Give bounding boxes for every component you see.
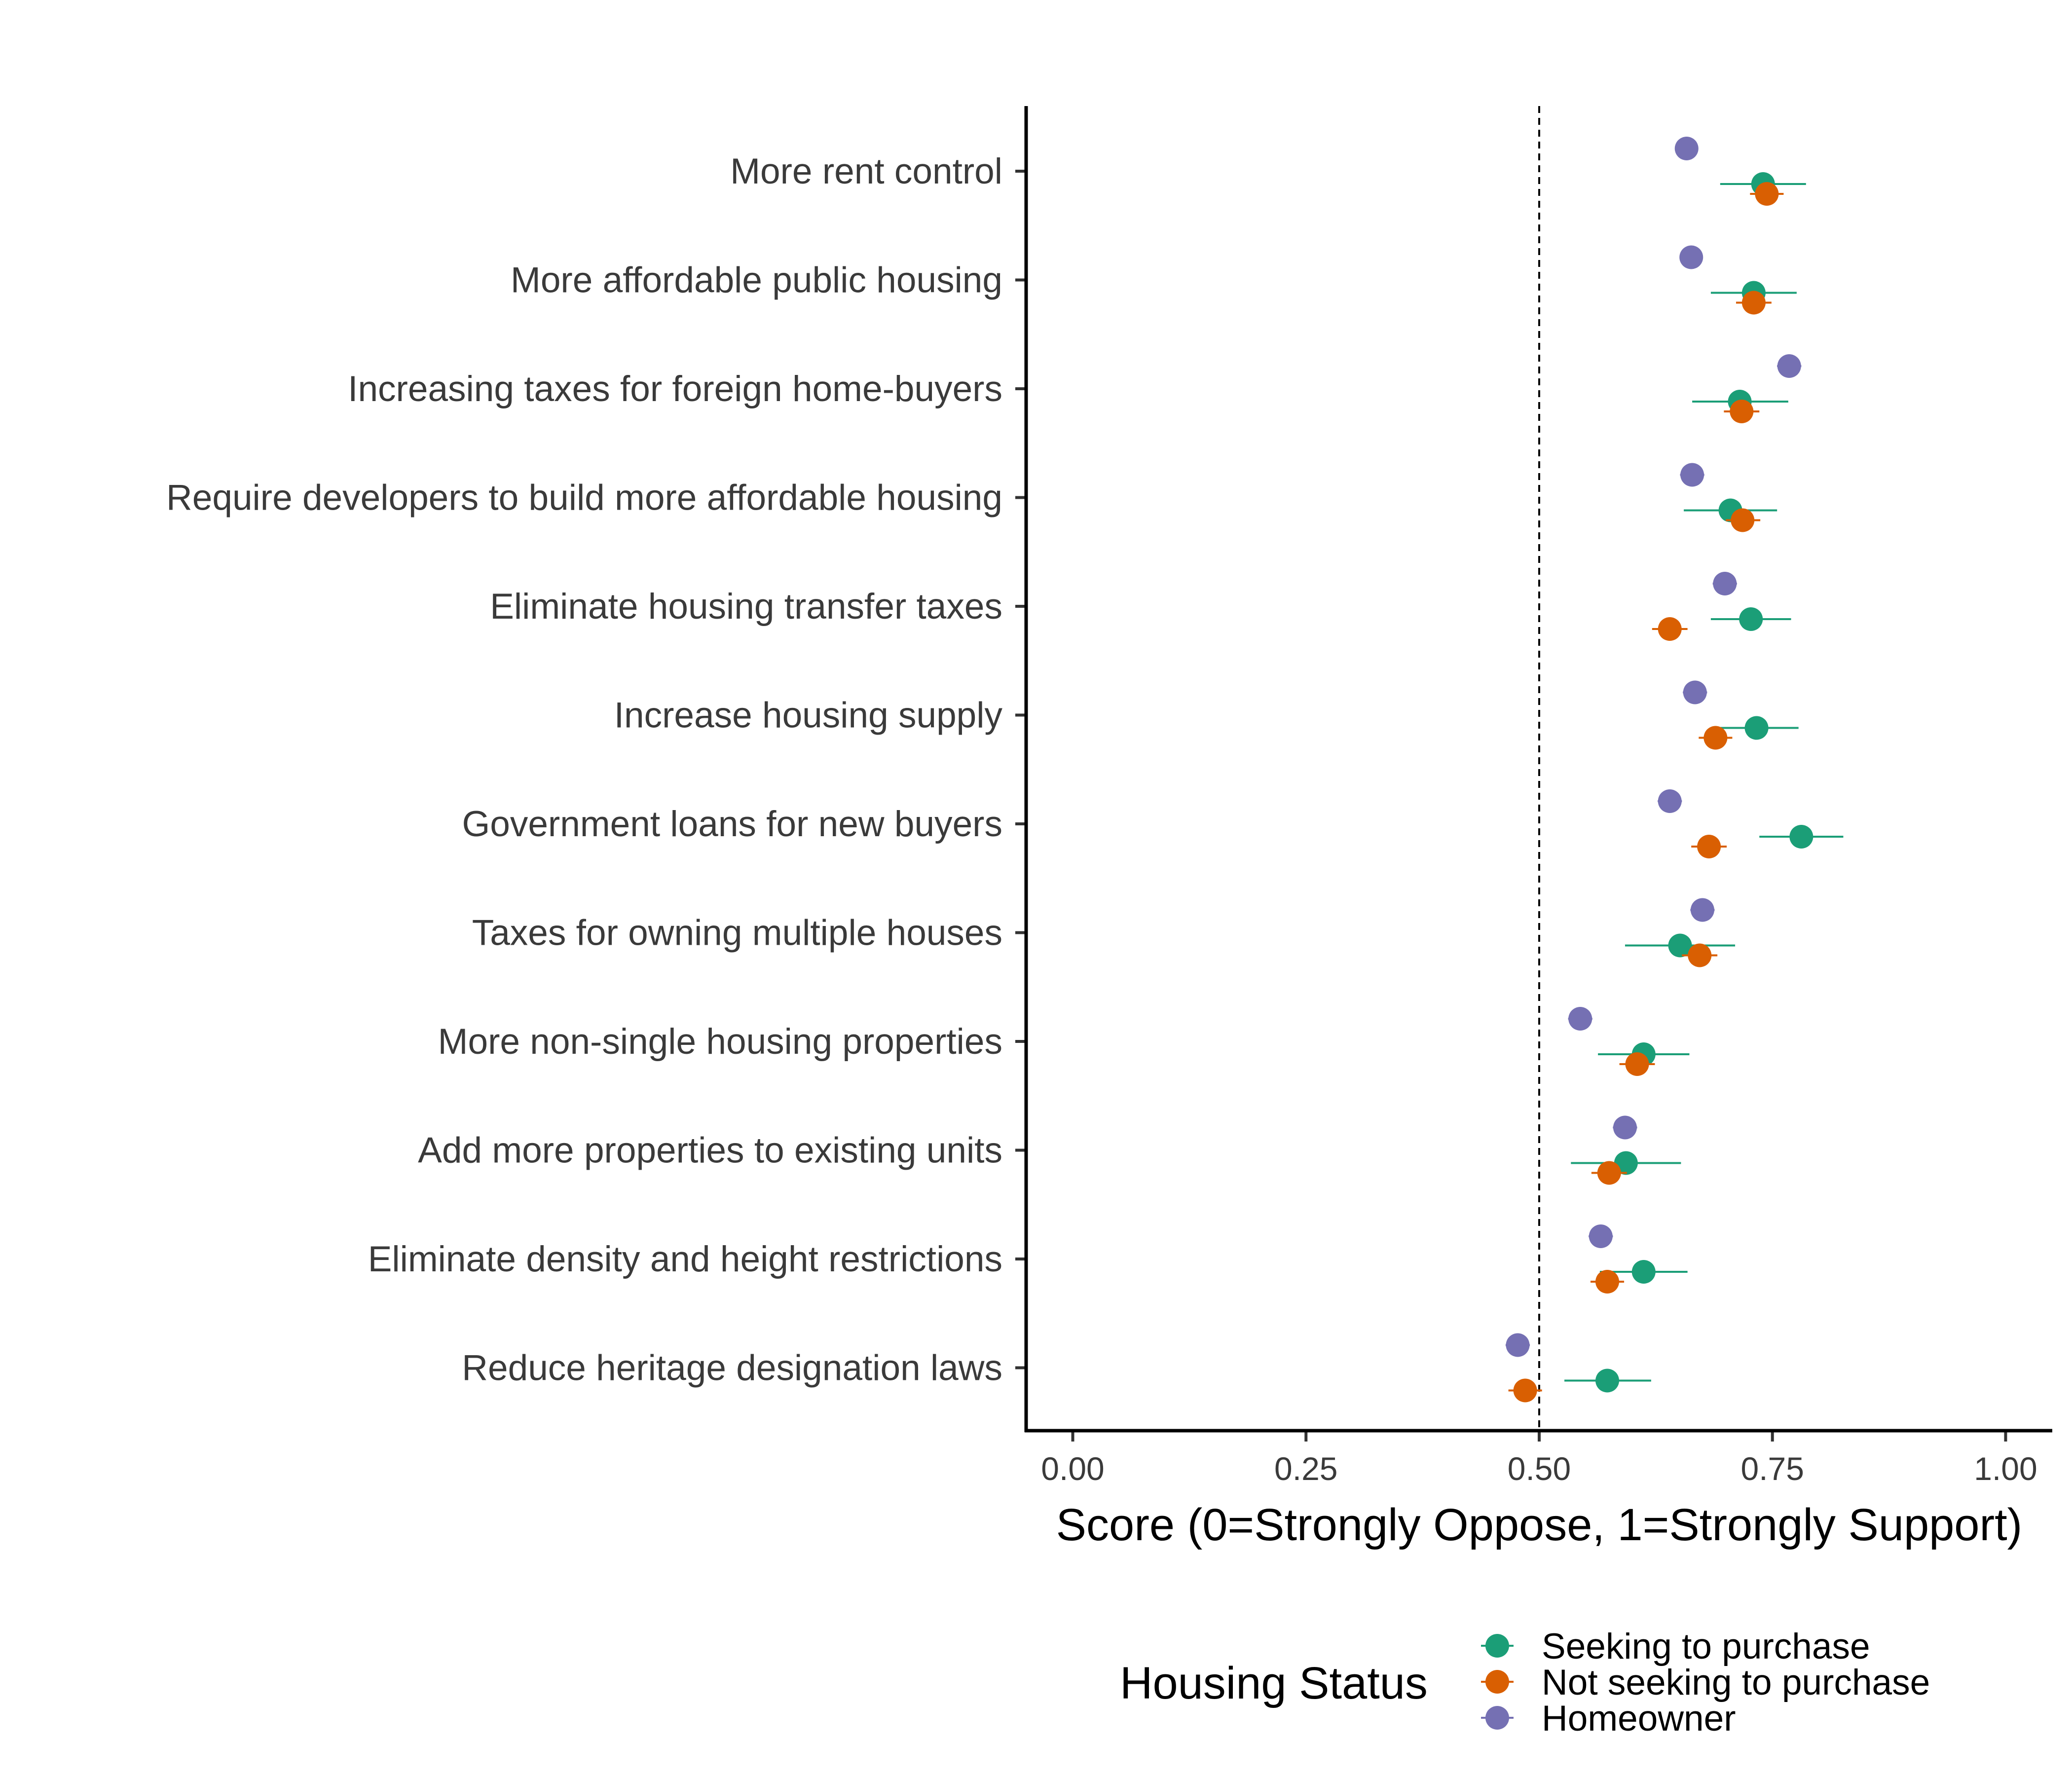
data-point: [1613, 1115, 1637, 1140]
data-point: [1777, 354, 1801, 378]
data-point: [1506, 1333, 1530, 1357]
legend-item-label: Seeking to purchase: [1542, 1627, 1870, 1666]
data-point: [1679, 245, 1703, 269]
y-tick-label: Require developers to build more afforda…: [166, 478, 1002, 518]
y-tick-label: More affordable public housing: [511, 260, 1002, 300]
legend-key-point: [1485, 1634, 1509, 1658]
data-point: [1713, 572, 1737, 595]
data-point: [1625, 1052, 1649, 1076]
data-point: [1513, 1378, 1537, 1403]
data-point: [1789, 825, 1813, 849]
data-point: [1690, 898, 1714, 922]
data-point: [1755, 182, 1779, 206]
x-tick-label: 0.75: [1740, 1450, 1804, 1487]
data-point: [1739, 607, 1763, 631]
data-point: [1731, 508, 1755, 532]
y-tick-label: Taxes for owning multiple houses: [472, 913, 1002, 953]
data-point: [1688, 943, 1712, 967]
data-point: [1597, 1161, 1621, 1185]
data-point: [1730, 400, 1754, 423]
y-tick-label: Eliminate density and height restriction…: [368, 1239, 1002, 1279]
y-tick-label: Increase housing supply: [614, 696, 1003, 736]
data-point: [1741, 291, 1766, 315]
data-point: [1658, 617, 1682, 641]
x-axis-title: Score (0=Strongly Oppose, 1=Strongly Sup…: [1056, 1500, 2023, 1550]
x-tick-label: 0.25: [1274, 1450, 1337, 1487]
data-point: [1744, 716, 1769, 740]
y-axis: More rent control More affordable public …: [166, 151, 1026, 1388]
data-point: [1683, 680, 1707, 704]
data-point: [1674, 137, 1699, 160]
data-point: [1568, 1007, 1592, 1031]
legend-item-label: Homeowner: [1542, 1699, 1736, 1739]
legend-key-point: [1485, 1706, 1509, 1730]
data-point: [1595, 1369, 1620, 1393]
legend-key-point: [1485, 1670, 1509, 1694]
data-point: [1668, 933, 1692, 958]
data-point: [1697, 835, 1721, 858]
x-axis: 0.00 0.25 0.50 0.75 1.00: [1041, 1431, 2037, 1487]
x-tick-label: 0.00: [1041, 1450, 1104, 1487]
y-tick-label: Reduce heritage designation laws: [462, 1348, 1002, 1388]
data-marks: [1505, 137, 1844, 1403]
x-tick-label: 1.00: [1974, 1450, 2037, 1487]
y-tick-label: Increasing taxes for foreign home-buyers: [348, 369, 1002, 409]
y-tick-label: More non-single housing properties: [438, 1022, 1002, 1062]
y-tick-label: Add more properties to existing units: [418, 1131, 1002, 1171]
data-point: [1589, 1224, 1613, 1248]
axis-lines: [1024, 106, 2052, 1433]
data-point: [1658, 789, 1682, 813]
legend-item-label: Not seeking to purchase: [1542, 1663, 1930, 1702]
data-point: [1595, 1270, 1620, 1294]
x-tick-label: 0.50: [1508, 1450, 1571, 1487]
data-point: [1703, 726, 1728, 750]
y-tick-label: Eliminate housing transfer taxes: [490, 587, 1002, 627]
legend-title: Housing Status: [1120, 1658, 1428, 1708]
data-point: [1680, 463, 1704, 487]
data-point: [1631, 1260, 1656, 1284]
y-tick-label: Government loans for new buyers: [462, 804, 1002, 844]
y-tick-label: More rent control: [730, 151, 1002, 191]
